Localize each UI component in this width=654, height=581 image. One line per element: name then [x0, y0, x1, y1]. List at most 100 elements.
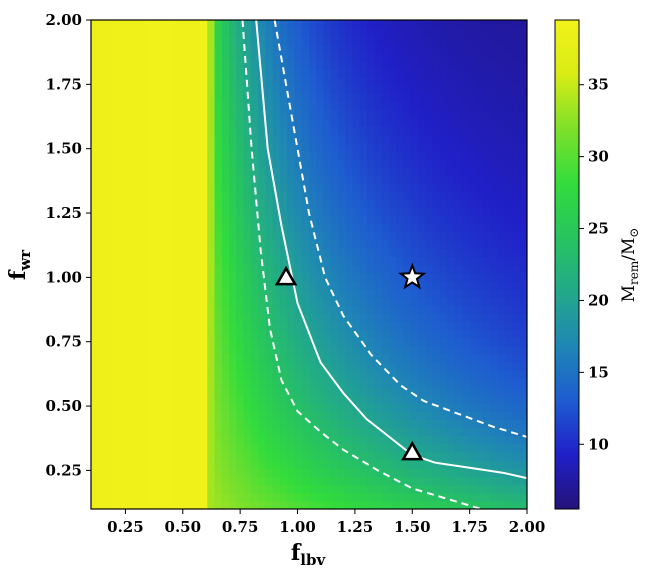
heatmap-cell — [374, 231, 383, 241]
heatmap-cell — [207, 142, 216, 151]
heatmap-cell — [418, 36, 426, 46]
heatmap-cell — [156, 60, 165, 70]
heatmap-cell — [98, 150, 107, 160]
heatmap-cell — [454, 44, 463, 54]
heatmap-cell — [330, 492, 339, 502]
heatmap-cell — [454, 484, 463, 494]
heatmap-cell — [272, 52, 281, 62]
heatmap-cell — [127, 231, 136, 241]
heatmap-cell — [185, 150, 194, 160]
heatmap-cell — [316, 280, 325, 290]
heatmap-cell — [403, 158, 412, 168]
heatmap-cell — [367, 85, 375, 94]
heatmap-cell — [396, 337, 405, 347]
heatmap-cell — [98, 370, 107, 380]
heatmap-cell — [163, 60, 172, 70]
heatmap-cell — [185, 500, 194, 509]
heatmap-cell — [512, 36, 521, 46]
heatmap-cell — [432, 191, 441, 200]
heatmap-cell — [120, 370, 128, 380]
heatmap-cell — [425, 183, 434, 192]
heatmap-cell — [301, 36, 310, 46]
heatmap-cell — [374, 264, 383, 274]
heatmap-cell — [192, 337, 201, 347]
heatmap-cell — [279, 451, 288, 461]
y-tick-label: 0.25 — [45, 461, 82, 479]
heatmap-cell — [98, 346, 107, 355]
heatmap-cell — [505, 85, 514, 94]
heatmap-cell — [367, 134, 375, 143]
heatmap-cell — [258, 68, 266, 78]
heatmap-cell — [367, 435, 375, 445]
heatmap-cell — [396, 354, 405, 363]
heatmap-cell — [98, 427, 107, 437]
heatmap-cell — [221, 337, 230, 347]
heatmap-cell — [338, 44, 346, 54]
heatmap-cell — [250, 142, 259, 151]
heatmap-cell — [236, 150, 245, 160]
heatmap-cell — [185, 362, 194, 372]
heatmap-cell — [98, 134, 107, 143]
heatmap-cell — [279, 492, 288, 502]
heatmap-cell — [127, 223, 136, 233]
heatmap-cell — [447, 117, 455, 127]
heatmap-cell — [214, 223, 223, 233]
heatmap-cell — [250, 419, 259, 429]
heatmap-cell — [461, 125, 470, 135]
heatmap-cell — [490, 264, 499, 274]
heatmap-cell — [192, 378, 201, 388]
heatmap-cell — [476, 215, 484, 225]
heatmap-cell — [192, 191, 201, 200]
heatmap-cell — [134, 44, 143, 54]
heatmap-cell — [367, 158, 375, 168]
heatmap-cell — [483, 77, 492, 86]
heatmap-cell — [294, 256, 303, 266]
heatmap-cell — [127, 158, 136, 168]
heatmap-cell — [163, 264, 172, 274]
heatmap-cell — [214, 346, 223, 355]
heatmap-cell — [316, 468, 325, 477]
heatmap-cell — [149, 378, 157, 388]
heatmap-cell — [374, 183, 383, 192]
heatmap-cell — [367, 321, 375, 331]
heatmap-cell — [338, 468, 346, 477]
heatmap-cell — [490, 451, 499, 461]
heatmap-cell — [178, 468, 187, 477]
heatmap-cell — [156, 468, 165, 477]
heatmap-cell — [185, 174, 194, 184]
heatmap-cell — [519, 85, 527, 94]
heatmap-cell — [294, 321, 303, 331]
heatmap-cell — [439, 166, 448, 176]
heatmap-cell — [250, 313, 259, 323]
heatmap-cell — [192, 28, 201, 37]
heatmap-cell — [338, 346, 346, 355]
heatmap-cell — [359, 305, 368, 314]
heatmap-cell — [381, 419, 390, 429]
heatmap-cell — [141, 378, 150, 388]
heatmap-cell — [316, 231, 325, 241]
heatmap-cell — [192, 427, 201, 437]
heatmap-cell — [163, 28, 172, 37]
heatmap-cell — [127, 199, 136, 209]
heatmap-cell — [316, 93, 325, 103]
heatmap-cell — [410, 329, 419, 339]
heatmap-cell — [279, 346, 288, 355]
heatmap-cell — [243, 150, 252, 160]
heatmap-cell — [294, 346, 303, 355]
heatmap-cell — [192, 288, 201, 298]
heatmap-cell — [330, 451, 339, 461]
heatmap-cell — [279, 199, 288, 209]
heatmap-cell — [461, 394, 470, 404]
heatmap-cell — [439, 150, 448, 160]
heatmap-cell — [265, 305, 274, 314]
heatmap-cell — [374, 215, 383, 225]
heatmap-cell — [396, 386, 405, 396]
heatmap-cell — [250, 460, 259, 469]
heatmap-cell — [476, 101, 484, 111]
heatmap-cell — [294, 68, 303, 78]
heatmap-cell — [454, 272, 463, 282]
heatmap-cell — [178, 93, 187, 103]
heatmap-cell — [432, 419, 441, 429]
heatmap-cell — [156, 419, 165, 429]
heatmap-cell — [91, 411, 99, 420]
